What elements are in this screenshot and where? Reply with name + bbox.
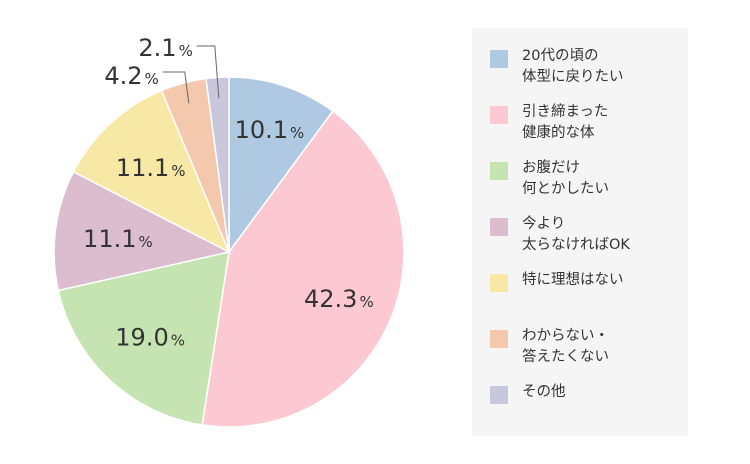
slice-label-6: 2.1%: [138, 34, 192, 62]
legend-label-2: お腹だけ 何とかしたい: [522, 160, 609, 197]
legend-label-1: 引き締まった 健康的な体: [522, 104, 609, 141]
legend: 20代の頃の 体型に戻りたい 引き締まった 健康的な体 お腹だけ 何とかしたい 今より…: [472, 28, 688, 436]
legend-swatch-4: [490, 274, 508, 292]
slice-label-0: 10.1%: [235, 116, 305, 144]
legend-label-0: 20代の頃の 体型に戻りたい: [522, 48, 624, 85]
slice-value-0: 10.1: [235, 116, 288, 144]
pie-slice-2: [57, 251, 230, 426]
slice-unit-2: %: [171, 331, 185, 349]
slice-unit-1: %: [359, 293, 373, 311]
legend-item-4: 特に理想はない: [490, 270, 688, 326]
pie-slice-4: [72, 89, 231, 254]
legend-item-6: その他: [490, 382, 688, 438]
slice-value-4: 11.1: [116, 154, 169, 182]
slice-value-2: 19.0: [115, 323, 168, 351]
legend-swatch-0: [490, 50, 508, 68]
slice-unit-4: %: [171, 162, 185, 180]
pie-slices: [53, 76, 405, 428]
slice-label-2: 19.0%: [115, 323, 185, 351]
pie-slice-1: [201, 110, 405, 428]
slice-label-5: 4.2%: [104, 62, 158, 90]
pie-slice-3: [53, 170, 232, 292]
slice-unit-6: %: [179, 42, 193, 60]
legend-label-4: 特に理想はない: [522, 272, 624, 288]
legend-label-3: 今より 太らなければOK: [522, 216, 630, 253]
leader-lines: [162, 45, 220, 104]
slice-unit-3: %: [138, 233, 152, 251]
legend-label-5: わからない・ 答えたくない: [522, 328, 609, 365]
slice-value-6: 2.1: [138, 34, 176, 62]
leader-line-5: [162, 71, 190, 104]
slice-unit-5: %: [145, 70, 159, 88]
slice-value-5: 4.2: [104, 62, 142, 90]
slice-value-3: 11.1: [83, 225, 136, 253]
legend-swatch-5: [490, 330, 508, 348]
legend-swatch-6: [490, 386, 508, 404]
legend-item-3: 今より 太らなければOK: [490, 214, 688, 270]
slice-unit-0: %: [290, 124, 304, 142]
legend-item-1: 引き締まった 健康的な体: [490, 102, 688, 158]
slice-label-1: 42.3%: [304, 285, 374, 313]
legend-swatch-3: [490, 218, 508, 236]
legend-swatch-2: [490, 162, 508, 180]
pie-chart: 10.1 %42.3 %19.0 %11.1 %11.1 %4.2 %2.1%: [53, 34, 405, 428]
slice-labels: 10.1 %42.3 %19.0 %11.1 %11.1 %4.2 %2.1%: [83, 34, 374, 351]
legend-item-0: 20代の頃の 体型に戻りたい: [490, 46, 688, 102]
slice-label-4: 11.1%: [116, 154, 186, 182]
legend-label-6: その他: [522, 384, 566, 400]
legend-swatch-1: [490, 106, 508, 124]
slice-label-3: 11.1%: [83, 225, 153, 253]
pie-slice-0: [228, 76, 334, 255]
legend-item-2: お腹だけ 何とかしたい: [490, 158, 688, 214]
leader-line-6: [196, 45, 220, 99]
legend-item-5: わからない・ 答えたくない: [490, 326, 688, 382]
slice-value-1: 42.3: [304, 285, 357, 313]
